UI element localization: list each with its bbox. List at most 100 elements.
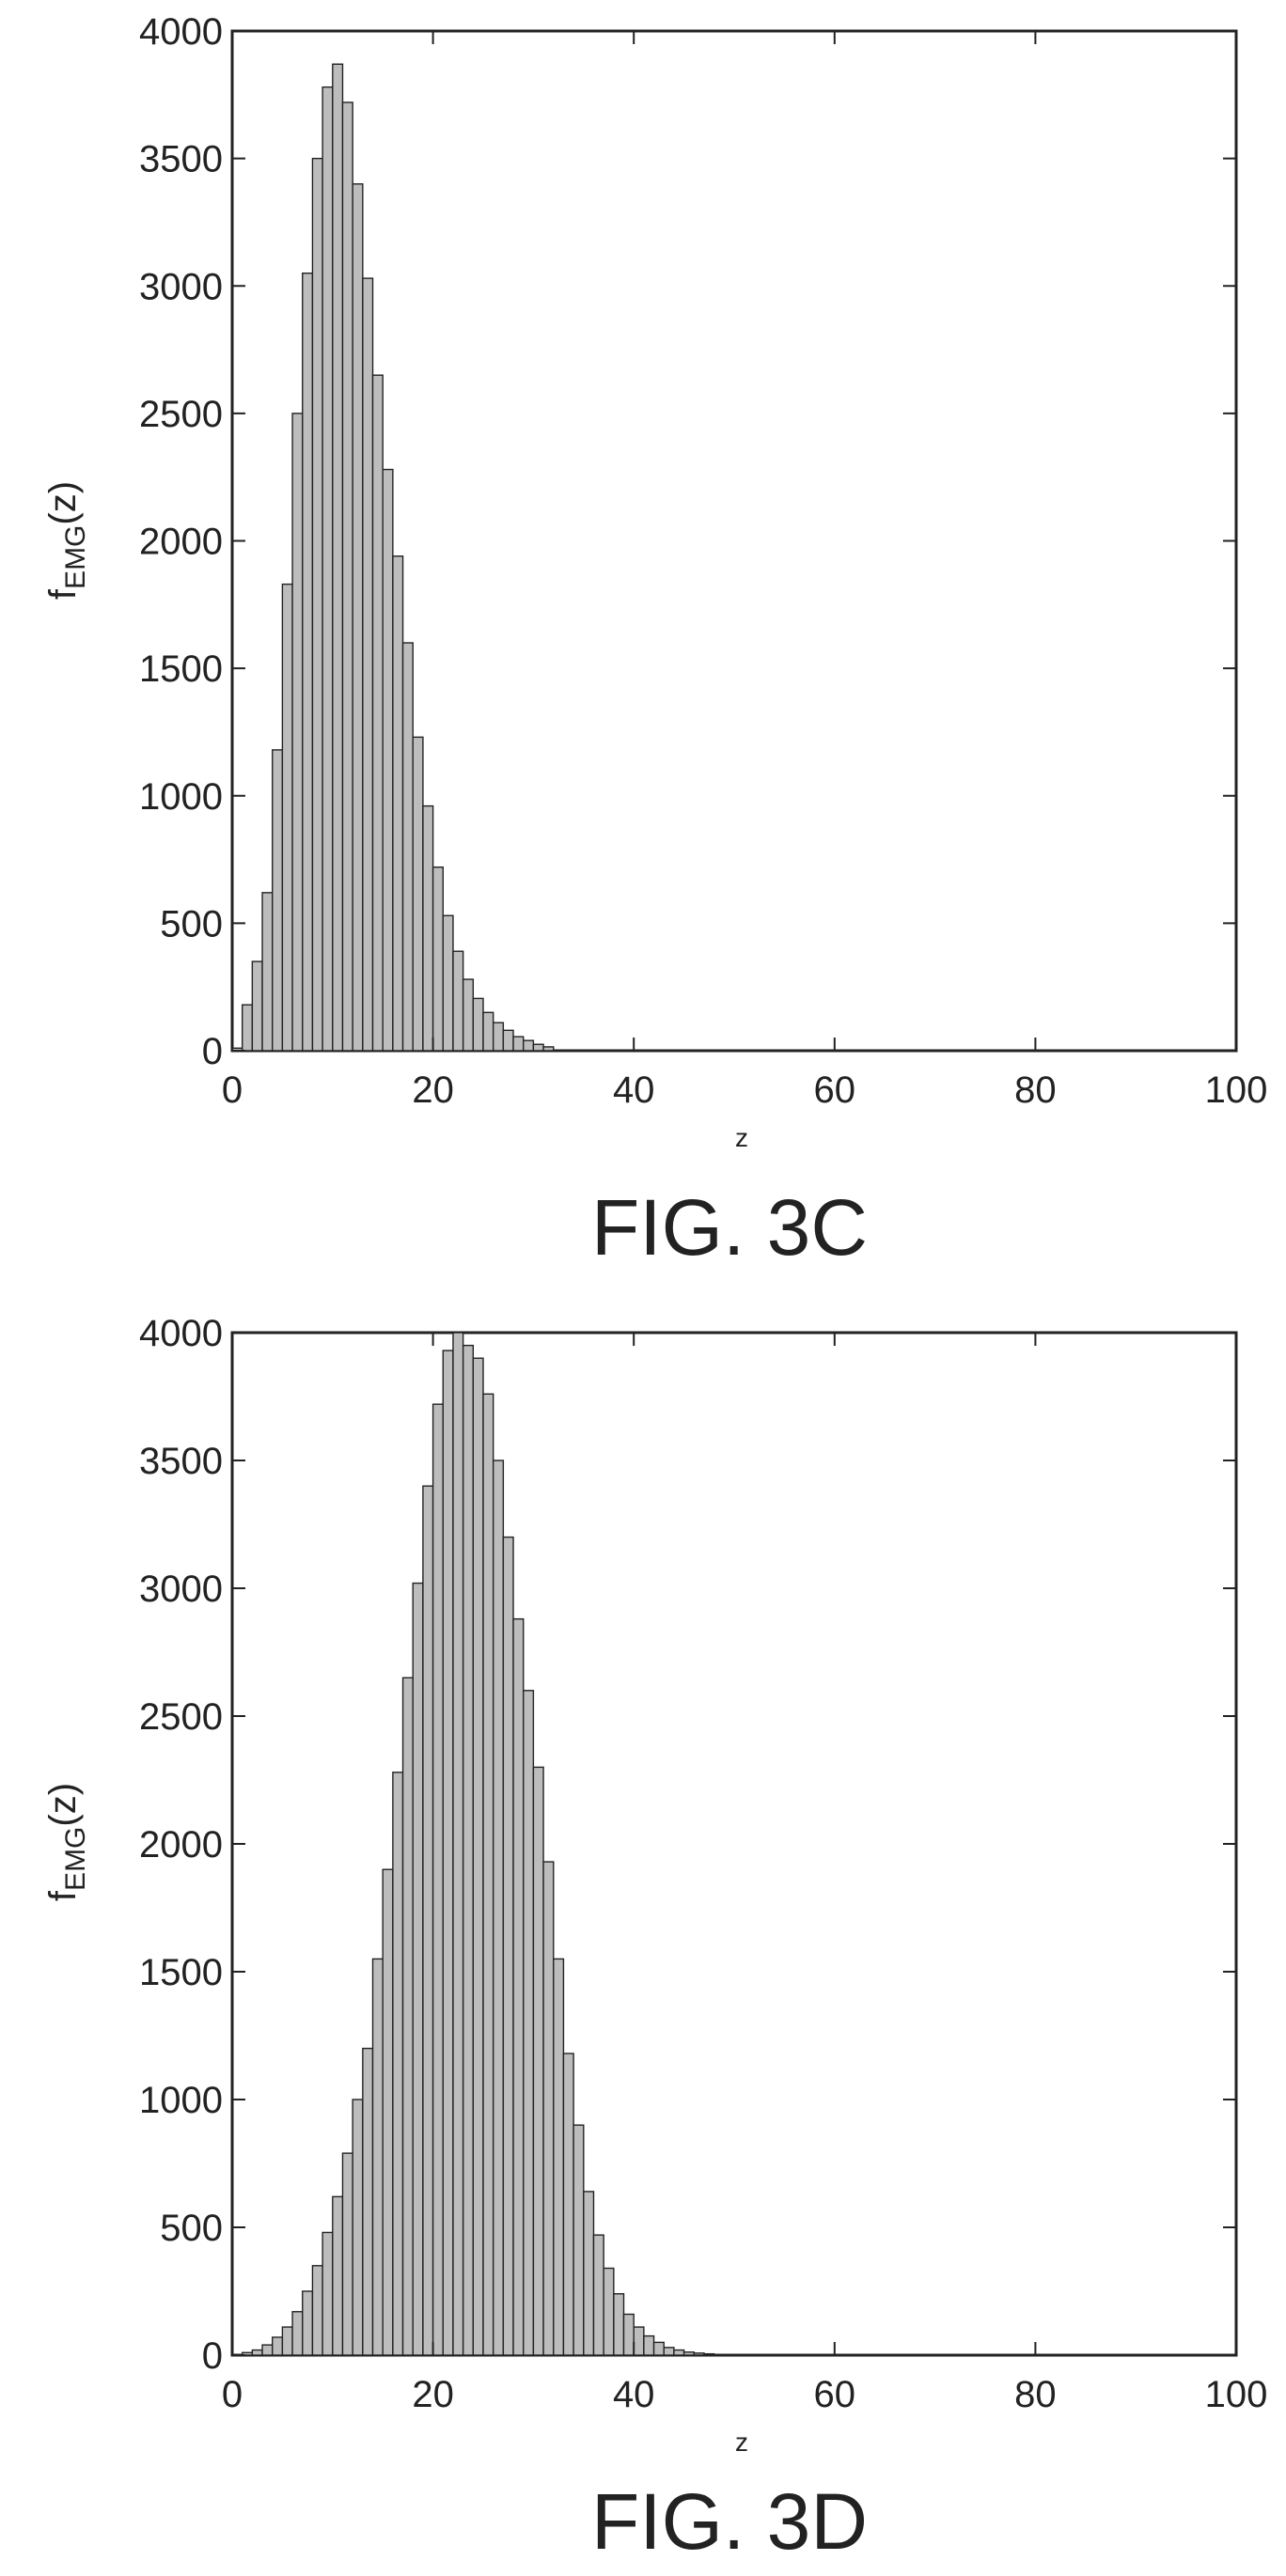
- histogram-bar: [532, 1043, 544, 1052]
- histogram-bar: [532, 1766, 544, 2356]
- histogram-bar: [542, 1861, 555, 2356]
- histogram-bar: [371, 1958, 384, 2356]
- x-tick-label: 100: [1205, 1069, 1268, 1111]
- histogram-bar: [553, 1958, 565, 2356]
- histogram-bar: [452, 1332, 464, 2356]
- axis-ticks: 0 20 40 60 80 1000500100015002000250030003500…: [139, 11, 1267, 1111]
- y-axis-label-suffix: (z): [42, 481, 84, 525]
- histogram-bar: [251, 960, 263, 1052]
- histogram-bar: [603, 2267, 615, 2356]
- histogram-bars: [231, 63, 555, 1052]
- y-tick-label: 4000: [139, 11, 223, 53]
- figure-caption: FIG. 3C: [591, 1183, 868, 1272]
- histogram-bar: [613, 2293, 625, 2356]
- histogram-bar: [281, 2326, 293, 2356]
- histogram-bar: [392, 555, 404, 1052]
- histogram-bar: [291, 2311, 304, 2356]
- histogram-bar: [352, 183, 364, 1052]
- y-tick-label: 0: [202, 2335, 223, 2377]
- histogram-bar: [422, 1485, 434, 2356]
- histogram-bar: [371, 374, 384, 1052]
- y-tick-label: 1000: [139, 2080, 223, 2121]
- chart-fig-3d: 0 20 40 60 80 1000500100015002000250030003500…: [42, 1313, 1267, 2566]
- histogram-bar: [442, 1350, 454, 2356]
- histogram-bar: [583, 2191, 595, 2356]
- histogram-bar: [492, 1460, 505, 2356]
- y-axis-label-main: f: [42, 588, 84, 600]
- y-tick-label: 3500: [139, 139, 223, 180]
- histogram-bar: [592, 2234, 604, 2356]
- histogram-bars: [241, 1332, 715, 2356]
- histogram-bar: [523, 1039, 535, 1052]
- x-tick-label: 80: [1014, 2374, 1057, 2415]
- histogram-bar: [422, 804, 434, 1052]
- histogram-bar: [652, 2341, 665, 2356]
- histogram-bar: [241, 1004, 254, 1052]
- figure-caption: FIG. 3D: [591, 2477, 868, 2566]
- histogram-bar: [622, 2313, 635, 2356]
- y-tick-label: 500: [160, 2208, 223, 2249]
- histogram-bar: [341, 101, 353, 1052]
- histogram-bar: [362, 277, 374, 1052]
- y-tick-label: 2500: [139, 394, 223, 435]
- x-tick-label: 60: [814, 1069, 856, 1111]
- histogram-bar: [462, 1344, 475, 2356]
- chart-fig-3c: 0 20 40 60 80 1000500100015002000250030003500…: [42, 11, 1267, 1272]
- histogram-bar: [663, 2347, 675, 2356]
- histogram-bar: [512, 1617, 525, 2356]
- histogram-bar: [512, 1036, 525, 1052]
- histogram-bar: [281, 583, 293, 1052]
- histogram-bar: [442, 914, 454, 1052]
- histogram-bar: [482, 1393, 494, 2356]
- histogram-bar: [322, 86, 334, 1052]
- y-tick-label: 500: [160, 903, 223, 945]
- y-tick-label: 1500: [139, 648, 223, 690]
- histogram-bar: [562, 2053, 574, 2356]
- histogram-bar: [311, 157, 323, 1052]
- y-tick-label: 2500: [139, 1696, 223, 1738]
- y-tick-label: 3000: [139, 266, 223, 307]
- histogram-bar: [272, 2336, 284, 2356]
- histogram-bar: [523, 1690, 535, 2356]
- histogram-bar: [492, 1022, 505, 1052]
- x-tick-label: 60: [814, 2374, 856, 2415]
- x-tick-label: 20: [412, 2374, 454, 2415]
- x-tick-label: 40: [613, 2374, 655, 2415]
- histogram-bar: [462, 978, 475, 1052]
- y-axis-label: fEMG(z): [42, 481, 91, 600]
- histogram-bar: [401, 642, 414, 1052]
- y-tick-label: 2000: [139, 522, 223, 563]
- histogram-bar: [542, 1046, 555, 1052]
- y-axis-label-subscript: EMG: [60, 525, 91, 589]
- histogram-bar: [311, 2265, 323, 2356]
- histogram-bar: [682, 2351, 695, 2356]
- histogram-bar: [472, 997, 484, 1052]
- histogram-bar: [302, 2290, 314, 2356]
- histogram-bar: [332, 63, 344, 1052]
- y-tick-label: 3000: [139, 1569, 223, 1610]
- histogram-bar: [673, 2349, 685, 2356]
- y-tick-label: 4000: [139, 1313, 223, 1354]
- x-axis-label: z: [735, 2428, 748, 2457]
- y-tick-label: 2000: [139, 1824, 223, 1866]
- histogram-bar: [291, 413, 304, 1052]
- histogram-bar: [412, 1582, 424, 2356]
- y-axis-label-main: f: [42, 1890, 84, 1901]
- histogram-bar: [633, 2326, 645, 2356]
- histogram-bar: [431, 1403, 444, 2356]
- histogram-bar: [322, 2231, 334, 2356]
- histogram-bar: [412, 736, 424, 1052]
- histogram-bar: [643, 2334, 655, 2356]
- x-axis-label: z: [735, 1123, 748, 1152]
- histogram-bar: [352, 2099, 364, 2356]
- x-tick-label: 0: [222, 2374, 243, 2415]
- x-tick-label: 40: [613, 1069, 655, 1111]
- histogram-bar: [431, 866, 444, 1052]
- histogram-bar: [341, 2152, 353, 2356]
- y-tick-label: 0: [202, 1031, 223, 1072]
- histogram-bar: [392, 1772, 404, 2356]
- y-axis-label-subscript: EMG: [60, 1827, 91, 1891]
- histogram-bar: [482, 1011, 494, 1052]
